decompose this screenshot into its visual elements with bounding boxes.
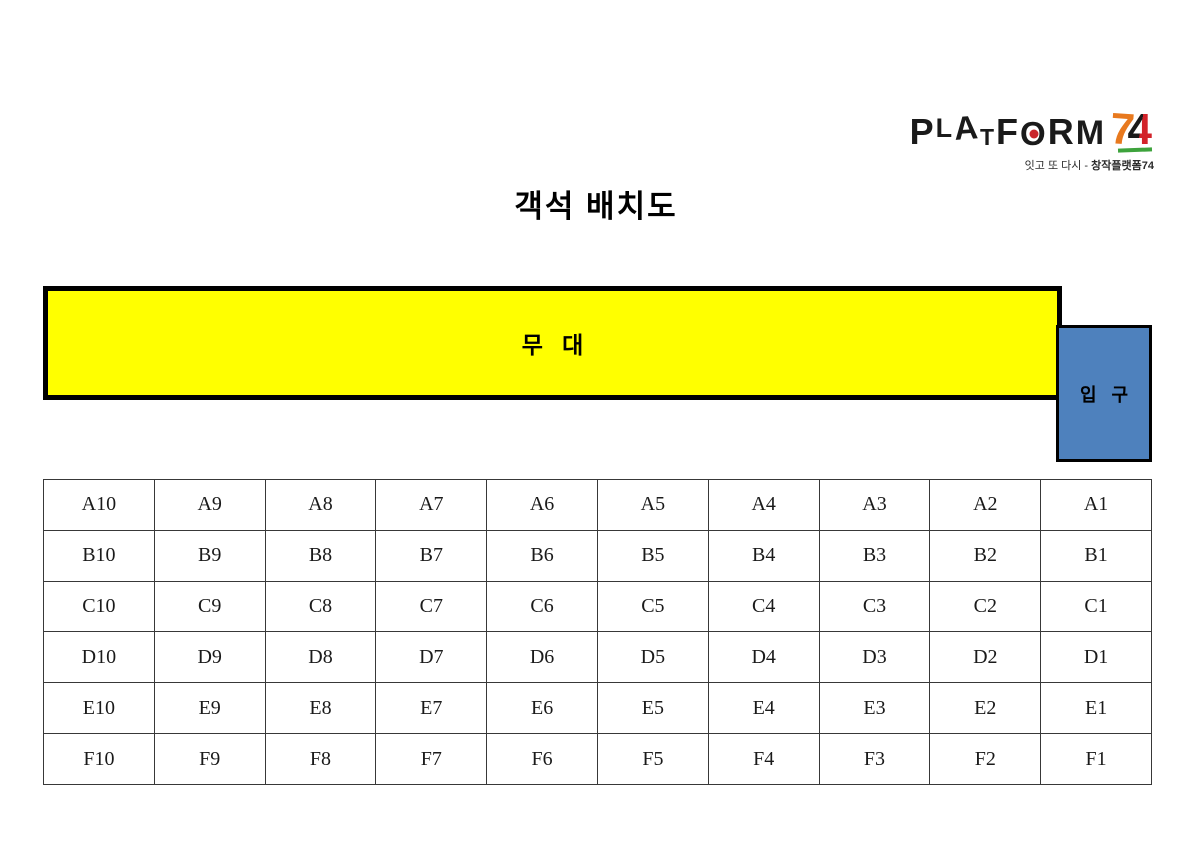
seat-cell-c1: C1 [1041,581,1152,633]
stage-label: 무 대 [521,332,584,358]
seat-cell-f6: F6 [487,734,598,785]
seat-cell-a4: A4 [708,480,820,531]
seat-cell-b8: B8 [265,530,377,582]
seat-cell-c9: C9 [154,581,266,633]
logo-letter-a: A [952,108,982,147]
seat-cell-c10: C10 [44,581,155,633]
seat-cell-d7: D7 [376,632,488,684]
logo-o-dot-icon [1029,129,1039,139]
seat-cell-b1: B1 [1041,530,1152,582]
seat-cell-e8: E8 [265,683,377,735]
seat-cell-c8: C8 [265,581,377,633]
seat-cell-d6: D6 [487,632,598,684]
logo-brand-letters: PLATFORM [909,108,1107,152]
seat-cell-e10: E10 [44,683,155,735]
seat-cell-a7: A7 [376,480,488,531]
seat-cell-d8: D8 [265,632,377,684]
seat-grid: A10 A9 A8 A7 A6 A5 A4 A3 A2 A1 B10 B9 B8 B7 B6 B5 B4 B3 B2… [43,479,1152,785]
seat-cell-a2: A2 [930,480,1042,531]
seat-cell-b5: B5 [598,530,709,582]
seat-cell-e9: E9 [154,683,266,735]
logo-tagline: 잇고 또 다시 - 창작플랫폼74 [894,157,1154,173]
platform74-logo: PLATFORM 7 4 잇고 또 다시 - 창작플랫폼74 [894,104,1154,173]
seat-cell-c5: C5 [598,581,709,633]
seat-cell-b3: B3 [819,530,931,582]
seat-cell-e2: E2 [930,683,1042,735]
seat-cell-d2: D2 [930,632,1042,684]
seat-cell-c7: C7 [376,581,488,633]
seat-cell-e3: E3 [819,683,931,735]
seat-cell-f5: F5 [598,734,709,785]
entrance-box: 입 구 [1056,325,1152,462]
seat-cell-d3: D3 [819,632,931,684]
logo-digit-7: 7 [1108,104,1139,156]
seat-cell-f3: F3 [819,734,931,785]
seat-cell-c6: C6 [487,581,598,633]
entrance-label: 입 구 [1079,384,1129,405]
seat-cell-f8: F8 [265,734,377,785]
logo-letter-f: F [996,111,1021,152]
logo-letter-l: L [935,113,955,143]
stage-box: 무 대 [43,286,1062,400]
seat-cell-a9: A9 [154,480,266,531]
seat-cell-f4: F4 [708,734,820,785]
seat-cell-d4: D4 [708,632,820,684]
seat-cell-f7: F7 [376,734,488,785]
seat-cell-b2: B2 [930,530,1042,582]
logo-tagline-bold: 창작플랫폼74 [1091,160,1154,172]
logo-letter-p: P [909,111,936,152]
seat-cell-e7: E7 [376,683,488,735]
seat-cell-f9: F9 [154,734,266,785]
logo-brand: PLATFORM 7 4 [894,104,1154,156]
seat-cell-a10: A10 [44,480,155,531]
logo-number-74: 7 4 [1108,104,1154,156]
seat-cell-b10: B10 [44,530,155,582]
seat-cell-f10: F10 [44,734,155,785]
seat-cell-e1: E1 [1041,683,1152,735]
seat-cell-e5: E5 [598,683,709,735]
seat-cell-c3: C3 [819,581,931,633]
seat-cell-b7: B7 [376,530,488,582]
seat-cell-c2: C2 [930,581,1042,633]
logo-letter-o: O [1020,117,1048,150]
seat-cell-c4: C4 [708,581,820,633]
seat-cell-a1: A1 [1041,480,1152,531]
seat-cell-d1: D1 [1041,632,1152,684]
seat-cell-e6: E6 [487,683,598,735]
seat-cell-a8: A8 [265,480,377,531]
logo-letter-m: M [1075,114,1107,152]
logo-tagline-regular: 잇고 또 다시 - [1024,160,1092,172]
page-title: 객석 배치도 [514,189,678,224]
logo-letter-t: T [979,124,997,150]
seat-cell-d9: D9 [154,632,266,684]
seat-cell-d5: D5 [598,632,709,684]
seat-cell-f2: F2 [930,734,1042,785]
seat-cell-a3: A3 [819,480,931,531]
seat-cell-a6: A6 [487,480,598,531]
seat-cell-b9: B9 [154,530,266,582]
seat-cell-b6: B6 [487,530,598,582]
seat-cell-a5: A5 [598,480,709,531]
seat-cell-e4: E4 [708,683,820,735]
seat-cell-d10: D10 [44,632,155,684]
seat-cell-b4: B4 [708,530,820,582]
logo-letter-r: R [1047,111,1076,152]
logo-digit-4: 4 [1127,105,1154,155]
seat-cell-f1: F1 [1041,734,1152,785]
